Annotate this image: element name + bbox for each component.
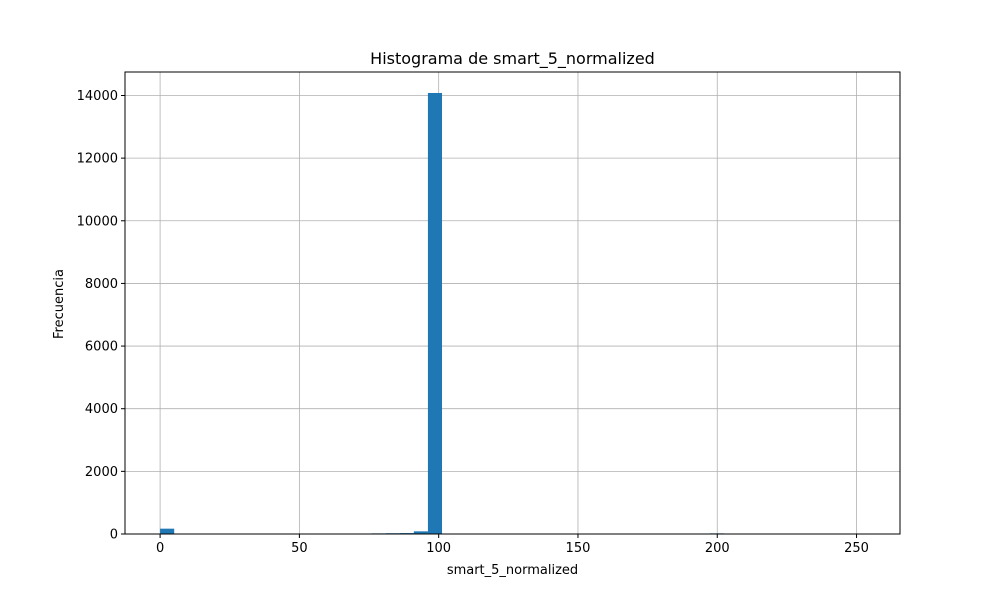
grid-lines [125, 72, 900, 535]
chart-title: Histograma de smart_5_normalized [370, 49, 655, 69]
y-tick-label: 14000 [77, 89, 118, 104]
x-tick-label: 150 [566, 541, 591, 556]
y-tick-label: 6000 [85, 340, 118, 355]
x-tick-label: 100 [426, 541, 451, 556]
x-tick-label: 50 [291, 541, 308, 556]
x-tick-label: 0 [156, 541, 164, 556]
y-tick-label: 10000 [77, 214, 118, 229]
histogram-bar [160, 528, 175, 534]
histogram-bar [427, 92, 443, 534]
x-tick-label: 200 [705, 541, 730, 556]
y-tick-label: 12000 [77, 152, 118, 167]
y-tick-label: 4000 [85, 402, 118, 417]
x-tick-label: 250 [844, 541, 869, 556]
y-tick-label: 0 [110, 528, 118, 543]
histogram-bar [413, 531, 428, 534]
x-axis-label: smart_5_normalized [447, 563, 578, 578]
plot-frame [124, 71, 901, 535]
y-axis-label: Frecuencia [52, 269, 67, 339]
y-tick-label: 2000 [85, 465, 118, 480]
ticks-group: 0 50 100 150 200 250 0 2000 4000 6000 8000 10000 120… [77, 89, 869, 556]
bars-group [160, 92, 865, 534]
y-tick-label: 8000 [85, 277, 118, 292]
